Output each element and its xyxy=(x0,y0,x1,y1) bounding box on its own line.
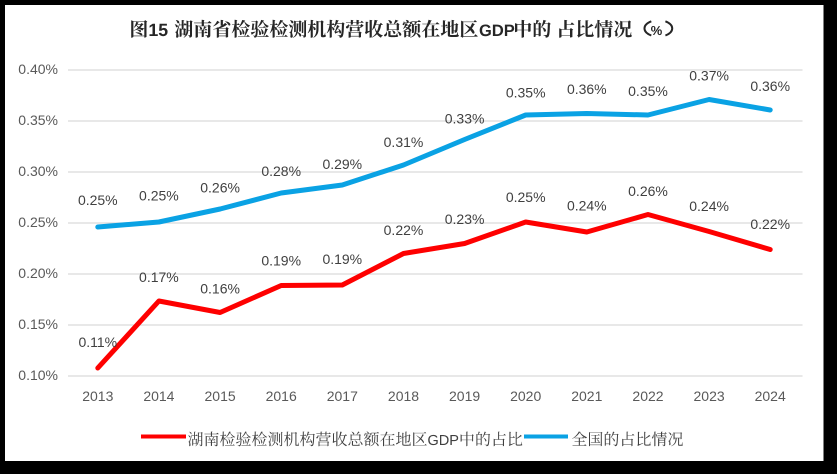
svg-text:0.23%: 0.23% xyxy=(445,211,485,227)
svg-text:0.25%: 0.25% xyxy=(139,188,179,204)
svg-text:0.35%: 0.35% xyxy=(628,83,668,99)
svg-text:0.25%: 0.25% xyxy=(18,214,58,230)
svg-text:0.29%: 0.29% xyxy=(322,156,362,172)
svg-text:0.28%: 0.28% xyxy=(261,163,301,179)
svg-text:2017: 2017 xyxy=(327,388,358,404)
svg-text:0.25%: 0.25% xyxy=(506,189,546,205)
svg-text:0.35%: 0.35% xyxy=(18,112,58,128)
svg-text:2022: 2022 xyxy=(632,388,663,404)
svg-text:0.11%: 0.11% xyxy=(78,334,117,350)
svg-text:0.36%: 0.36% xyxy=(567,81,607,97)
svg-text:2024: 2024 xyxy=(755,388,786,404)
svg-text:2023: 2023 xyxy=(694,388,725,404)
svg-text:0.24%: 0.24% xyxy=(689,198,729,214)
svg-text:0.36%: 0.36% xyxy=(750,78,790,94)
svg-text:0.40%: 0.40% xyxy=(18,61,58,77)
svg-text:0.22%: 0.22% xyxy=(384,222,424,238)
svg-text:0.33%: 0.33% xyxy=(445,110,485,126)
svg-text:0.26%: 0.26% xyxy=(200,180,240,196)
svg-text:0.22%: 0.22% xyxy=(750,216,790,232)
svg-text:0.30%: 0.30% xyxy=(18,163,58,179)
svg-text:0.17%: 0.17% xyxy=(139,269,179,285)
svg-text:0.15%: 0.15% xyxy=(18,316,58,332)
svg-text:0.24%: 0.24% xyxy=(567,198,607,214)
svg-text:2015: 2015 xyxy=(205,388,236,404)
svg-text:2013: 2013 xyxy=(82,388,113,404)
svg-text:0.35%: 0.35% xyxy=(506,85,546,101)
svg-text:2018: 2018 xyxy=(388,388,419,404)
svg-text:0.31%: 0.31% xyxy=(384,134,424,150)
svg-text:0.16%: 0.16% xyxy=(200,281,240,297)
svg-text:2020: 2020 xyxy=(510,388,541,404)
svg-text:2019: 2019 xyxy=(449,388,480,404)
svg-text:0.37%: 0.37% xyxy=(689,68,729,84)
svg-text:0.20%: 0.20% xyxy=(18,265,58,281)
svg-text:2016: 2016 xyxy=(266,388,297,404)
svg-text:2021: 2021 xyxy=(571,388,602,404)
svg-text:0.19%: 0.19% xyxy=(261,253,301,269)
svg-text:0.10%: 0.10% xyxy=(18,367,58,383)
svg-text:0.19%: 0.19% xyxy=(322,251,362,267)
svg-text:0.25%: 0.25% xyxy=(78,192,118,208)
svg-text:2014: 2014 xyxy=(143,388,174,404)
svg-text:0.26%: 0.26% xyxy=(628,183,668,199)
